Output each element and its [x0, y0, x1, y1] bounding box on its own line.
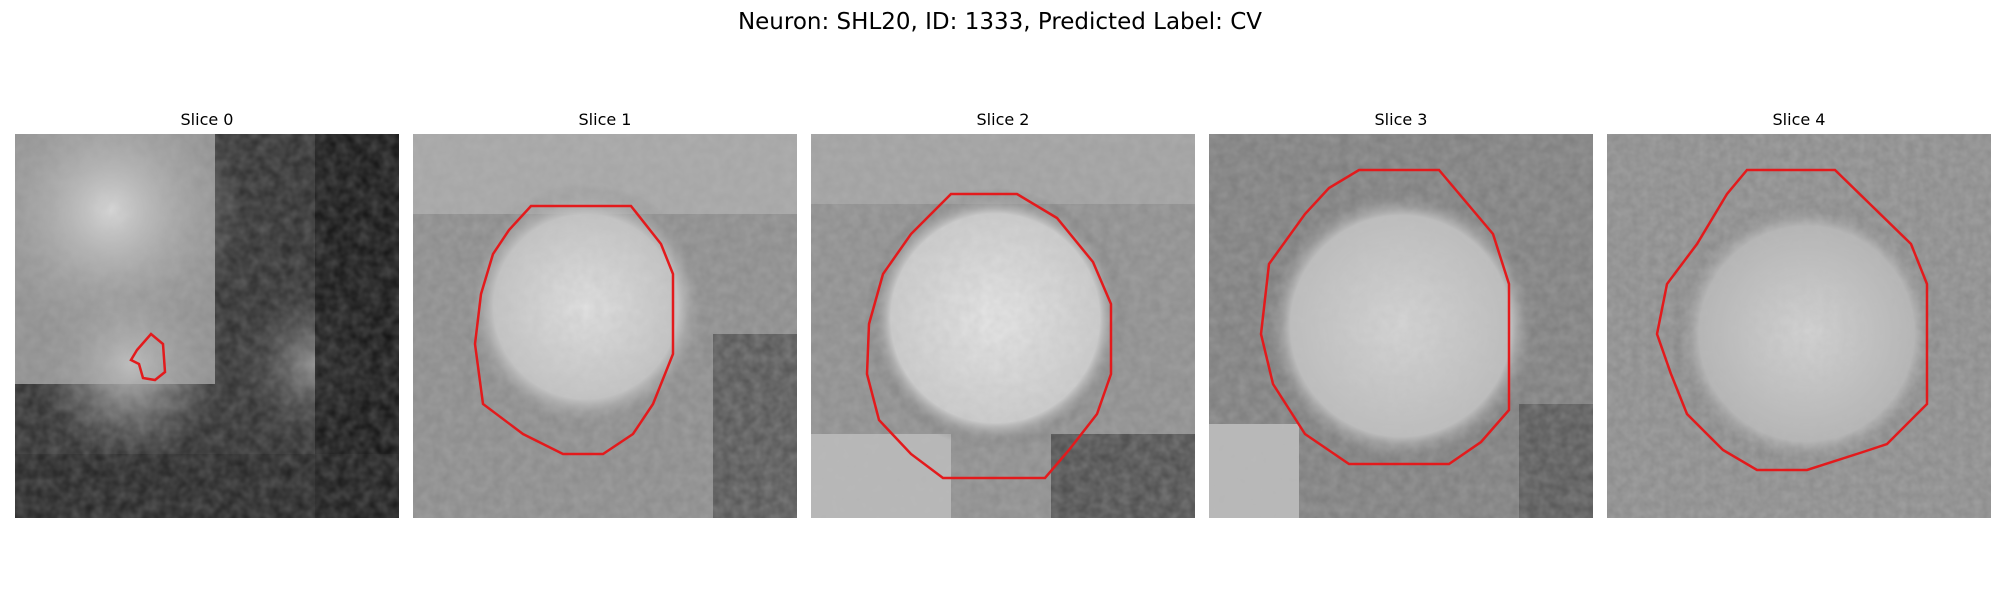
slice-image-0	[15, 134, 399, 518]
slice-title-0: Slice 0	[180, 110, 234, 129]
slice-image-4	[1607, 134, 1991, 518]
contour-outline-3	[1259, 168, 1511, 466]
slice-title-2: Slice 2	[976, 110, 1030, 129]
contour-outline-2	[865, 192, 1113, 480]
slice-title-3: Slice 3	[1374, 110, 1428, 129]
slice-image-2	[811, 134, 1195, 518]
slice-title-1: Slice 1	[578, 110, 632, 129]
figure-title: Neuron: SHL20, ID: 1333, Predicted Label…	[737, 9, 1263, 35]
slice-image-1	[413, 134, 797, 518]
contour-outline-1	[473, 204, 675, 456]
contour-outline-4	[1655, 168, 1929, 472]
slice-title-4: Slice 4	[1772, 110, 1826, 129]
contour-outline-0	[129, 332, 167, 382]
slice-image-3	[1209, 134, 1593, 518]
